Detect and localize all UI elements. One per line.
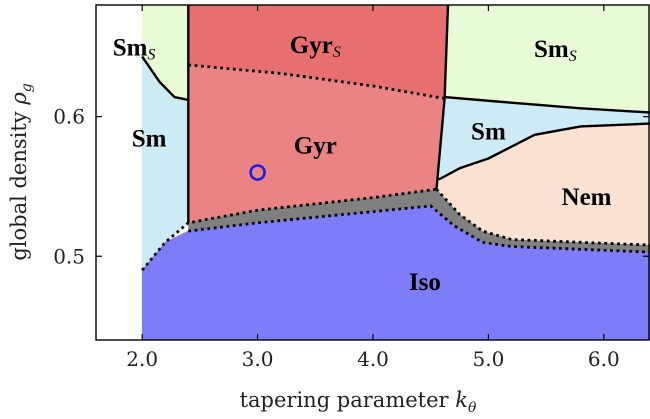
solid-boundary-4 xyxy=(444,95,650,114)
x-tick-label: 3.0 xyxy=(242,347,274,371)
region-label-gyr: Gyr xyxy=(294,132,337,159)
solid-boundary-1 xyxy=(141,55,189,102)
coexistence-band xyxy=(188,189,650,253)
region-label-gyr-s: GyrS xyxy=(290,32,341,61)
region-label-sm-s-right: SmS xyxy=(534,36,577,65)
region-labels: SmS Sm GyrS Gyr SmS Sm Nem Iso xyxy=(113,32,612,296)
dotted-boundary-1 xyxy=(188,63,445,100)
y-tick-label: 0.5 xyxy=(53,244,85,268)
coexistence-region xyxy=(188,189,650,253)
region-label-sm-right: Sm xyxy=(471,118,506,145)
plot-axes: 2.0 3.0 4.0 5.0 6.0 0.5 0.6 tapering parameter … xyxy=(7,4,650,416)
y-tick-label: 0.6 xyxy=(53,105,85,129)
region-label-nem: Nem xyxy=(562,184,612,211)
phase-boundaries xyxy=(141,4,650,272)
x-tick-label: 4.0 xyxy=(357,347,389,371)
dotted-boundary-2 xyxy=(141,187,437,272)
phase-regions xyxy=(141,4,650,341)
region-label-sm-s-left: SmS xyxy=(113,34,156,63)
state-point-marker xyxy=(249,164,266,181)
x-tick-label: 5.0 xyxy=(473,347,505,371)
x-tick-label: 2.0 xyxy=(126,347,158,371)
solid-boundary-5 xyxy=(438,122,650,181)
region-label-sm-left: Sm xyxy=(132,125,167,152)
x-tick-label: 6.0 xyxy=(588,347,620,371)
y-axis-label: global density ρg xyxy=(7,83,35,260)
region-label-iso: Iso xyxy=(409,269,441,296)
x-axis-label: tapering parameter kθ xyxy=(240,388,477,416)
state-point-circle xyxy=(249,164,266,181)
dotted-boundary-4 xyxy=(435,188,650,247)
